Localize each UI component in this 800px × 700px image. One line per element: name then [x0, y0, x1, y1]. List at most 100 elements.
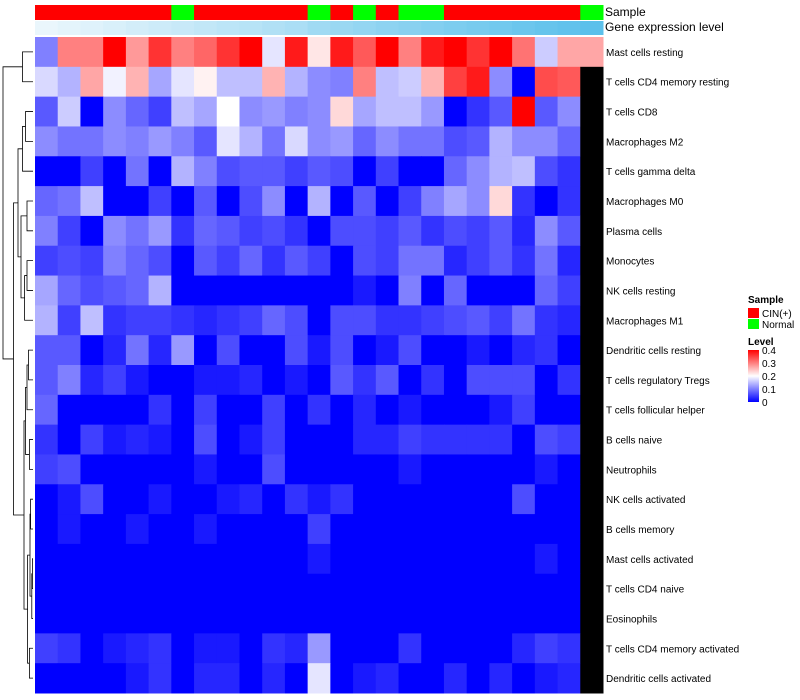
- heatmap-cell: [353, 335, 377, 366]
- sample-annotation-cell: [512, 5, 536, 20]
- legend-tick: 0.4: [762, 346, 776, 357]
- heatmap-cell: [557, 394, 581, 426]
- heatmap-cell: [353, 37, 377, 68]
- heatmap-cell: [353, 454, 377, 485]
- heatmap-cell: [534, 66, 559, 98]
- annotation-tracks: [35, 5, 604, 35]
- heatmap-cell: [466, 96, 490, 127]
- heatmap-cell: [148, 37, 172, 68]
- heatmap-cell: [398, 245, 422, 277]
- heatmap-cell: [421, 573, 445, 605]
- heatmap-cell: [512, 245, 536, 277]
- heatmap-cell: [284, 275, 309, 306]
- heatmap-cell: [284, 156, 309, 187]
- sample-annotation-cell: [557, 5, 581, 20]
- heatmap-cell: [512, 424, 536, 455]
- heatmap-cell: [443, 663, 468, 694]
- heatmap-cell: [375, 186, 400, 217]
- heatmap-cell: [57, 543, 81, 575]
- heatmap-cell: [103, 156, 127, 187]
- heatmap-cell: [80, 275, 104, 306]
- heatmap-cell: [171, 305, 195, 336]
- heatmap-cell: [512, 186, 536, 217]
- heatmap-cell: [80, 335, 104, 366]
- heatmap-cell: [239, 96, 263, 127]
- heatmap-cell: [194, 335, 218, 366]
- heatmap-cell: [103, 305, 127, 336]
- heatmap-cell: [35, 394, 59, 426]
- legend: Sample CIN(+) Normal Level 0.4 0.3 0.2 0…: [748, 295, 794, 409]
- gene-level-annotation-cell: [421, 21, 445, 35]
- heatmap-cell: [125, 543, 150, 575]
- heatmap-cell: [171, 335, 195, 366]
- heatmap-cell: [284, 573, 309, 605]
- heatmap-cell: [398, 156, 422, 187]
- heatmap-cell: [125, 156, 150, 187]
- heatmap-cell: [284, 484, 309, 515]
- heatmap-cell: [262, 335, 286, 366]
- heatmap-cell: [421, 96, 445, 127]
- heatmap-cell: [580, 245, 604, 277]
- heatmap-cell: [512, 365, 536, 396]
- heatmap-cell: [80, 484, 104, 515]
- heatmap-cell: [216, 335, 240, 366]
- heatmap-cell: [35, 215, 59, 247]
- heatmap-cell: [148, 365, 172, 396]
- heatmap-cell: [307, 305, 331, 336]
- heatmap-cell: [80, 394, 104, 426]
- heatmap-cell: [534, 603, 559, 634]
- heatmap-cell: [216, 484, 240, 515]
- heatmap-cell: [421, 454, 445, 485]
- sample-track-label: Sample: [605, 5, 646, 19]
- heatmap-cell: [284, 96, 309, 127]
- heatmap-cell: [353, 126, 377, 157]
- sample-annotation-cell: [353, 5, 377, 20]
- heatmap-cell: [398, 663, 422, 694]
- heatmap-cell: [466, 543, 490, 575]
- heatmap-cell: [557, 663, 581, 694]
- heatmap-cell: [466, 245, 490, 277]
- heatmap-cell: [194, 245, 218, 277]
- heatmap-cell: [239, 663, 263, 694]
- heatmap-cell: [489, 275, 513, 306]
- heatmap-cell: [512, 633, 536, 664]
- heatmap-cell: [239, 543, 263, 575]
- heatmap-cell: [307, 215, 331, 247]
- heatmap-cell: [103, 603, 127, 634]
- heatmap-cell: [171, 66, 195, 98]
- heatmap-cell: [262, 543, 286, 575]
- heatmap-cell: [443, 37, 468, 68]
- heatmap-cell: [489, 663, 513, 694]
- gene-level-annotation-cell: [262, 21, 286, 35]
- gene-level-annotation-cell: [148, 21, 172, 35]
- heatmap-cell: [353, 186, 377, 217]
- heatmap-cell: [443, 335, 468, 366]
- heatmap-cell: [353, 543, 377, 575]
- heatmap-cell: [57, 66, 81, 98]
- dendrogram-branch: [28, 349, 33, 381]
- row-dendrogram: [2, 51, 33, 679]
- heatmap-cell: [148, 514, 172, 545]
- heatmap-cell: [466, 603, 490, 634]
- heatmap-cell: [57, 454, 81, 485]
- heatmap-cell: [239, 335, 263, 366]
- heatmap-cell: [194, 633, 218, 664]
- heatmap-cell: [262, 66, 286, 98]
- legend-color-bar: [748, 350, 759, 402]
- heatmap-cell: [489, 394, 513, 426]
- heatmap-cell: [353, 215, 377, 247]
- heatmap-cell: [330, 186, 354, 217]
- heatmap-cell: [171, 514, 195, 545]
- heatmap-cell: [443, 66, 468, 98]
- heatmap-cell: [239, 573, 263, 605]
- gene-level-annotation-cell: [534, 21, 559, 35]
- heatmap-cell: [353, 514, 377, 545]
- heatmap-cell: [557, 37, 581, 68]
- heatmap-cell: [194, 156, 218, 187]
- heatmap-cell: [125, 454, 150, 485]
- heatmap-cell: [580, 633, 604, 664]
- heatmap-cell: [216, 424, 240, 455]
- heatmap-cell: [557, 305, 581, 336]
- heatmap-cell: [489, 603, 513, 634]
- heatmap-cell: [239, 603, 263, 634]
